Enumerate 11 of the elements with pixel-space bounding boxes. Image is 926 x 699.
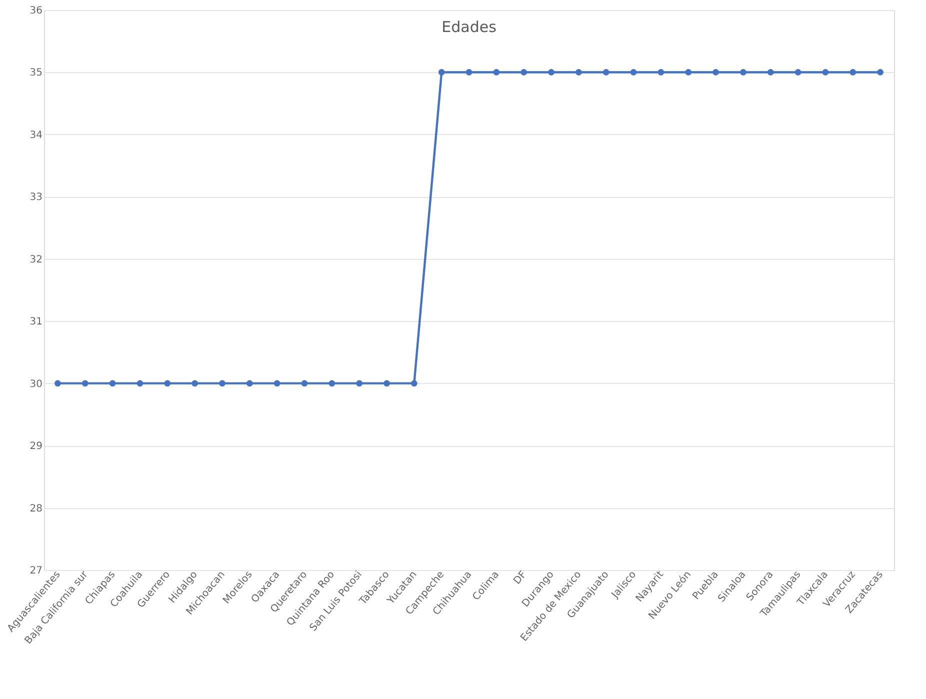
y-tick-label: 27 [30,566,42,576]
y-tick-label: 36 [30,6,42,16]
y-tick-label: 35 [30,68,42,79]
y-tick-label: 32 [30,254,42,266]
y-tick-label: 28 [30,503,42,514]
y-tick-label: 29 [30,441,42,452]
y-tick-label: 34 [30,130,42,141]
y-tick-label: 33 [30,192,42,204]
text: Edades [442,18,497,36]
y-tick-label: 31 [30,316,42,328]
y-tick-label: 30 [30,378,42,390]
